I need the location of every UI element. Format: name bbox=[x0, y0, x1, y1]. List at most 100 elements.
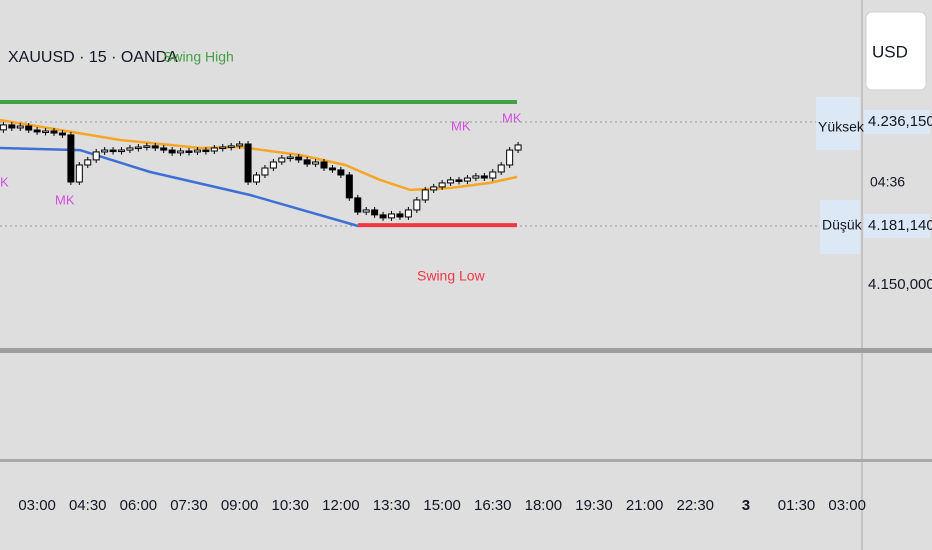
currency: USD bbox=[872, 42, 908, 61]
candle bbox=[345, 174, 353, 199]
marker-box bbox=[864, 213, 930, 238]
x-tick-label: 01:30 bbox=[778, 497, 816, 514]
candle bbox=[463, 177, 471, 182]
x-tick-label: 16:30 bbox=[474, 497, 512, 514]
candle bbox=[269, 161, 277, 169]
candle bbox=[447, 179, 455, 184]
moving-average bbox=[0, 118, 518, 192]
candle bbox=[185, 150, 193, 153]
candle bbox=[193, 149, 201, 153]
candle bbox=[278, 157, 286, 163]
candle bbox=[168, 149, 176, 154]
candle bbox=[480, 175, 488, 179]
candle bbox=[8, 124, 16, 129]
candle bbox=[421, 189, 429, 201]
candle bbox=[362, 209, 370, 213]
candle bbox=[92, 151, 100, 161]
countdown: 04:36 bbox=[870, 174, 905, 190]
candle bbox=[84, 159, 92, 166]
annotation: MK bbox=[451, 118, 471, 133]
y-tick-label: 4.150,000 bbox=[868, 276, 932, 293]
candle bbox=[320, 161, 328, 169]
candle bbox=[33, 129, 41, 133]
candle bbox=[489, 171, 497, 179]
swing-low-label: Swing Low bbox=[417, 268, 486, 284]
candle bbox=[16, 125, 24, 129]
candle bbox=[25, 125, 33, 131]
marker-box bbox=[864, 109, 930, 134]
x-tick-label: 04:30 bbox=[69, 497, 107, 514]
x-tick-label: 19:30 bbox=[575, 497, 613, 514]
x-tick-label: 09:00 bbox=[221, 497, 259, 514]
candle bbox=[514, 144, 522, 151]
candle bbox=[118, 149, 126, 153]
candle bbox=[244, 143, 252, 183]
annotation: MK bbox=[55, 192, 75, 207]
marker-label: Yüksek bbox=[818, 119, 865, 135]
x-tick-label: 07:30 bbox=[170, 497, 208, 514]
marker-label: Düşük bbox=[822, 217, 863, 233]
candle bbox=[151, 145, 159, 149]
moving-average bbox=[0, 146, 359, 228]
candle bbox=[413, 199, 421, 211]
candle bbox=[227, 145, 235, 148]
candle bbox=[67, 134, 75, 183]
candle bbox=[497, 164, 505, 173]
candle bbox=[177, 150, 185, 154]
candle bbox=[455, 179, 463, 182]
candle bbox=[303, 159, 311, 165]
x-tick-label: 15:00 bbox=[423, 497, 461, 514]
x-tick-label: 10:30 bbox=[271, 497, 309, 514]
candle bbox=[328, 167, 336, 171]
candle bbox=[253, 174, 261, 183]
candle bbox=[388, 213, 396, 219]
swing-high-label: Swing High bbox=[163, 49, 234, 65]
candle bbox=[312, 161, 320, 165]
x-tick-label: 18:00 bbox=[525, 497, 563, 514]
candle bbox=[396, 213, 404, 218]
candle bbox=[506, 149, 514, 166]
currency-button[interactable] bbox=[865, 11, 927, 91]
x-tick-label: 03:00 bbox=[828, 497, 866, 514]
x-tick-label: 12:00 bbox=[322, 497, 360, 514]
candle bbox=[337, 169, 345, 176]
candle bbox=[438, 182, 446, 188]
candle bbox=[50, 130, 58, 134]
candle bbox=[404, 209, 412, 218]
candle bbox=[371, 209, 379, 216]
candle bbox=[295, 156, 303, 161]
x-tick-label: 06:00 bbox=[120, 497, 158, 514]
x-tick-label: 3 bbox=[742, 497, 750, 514]
candle bbox=[236, 143, 244, 147]
candle bbox=[219, 146, 227, 150]
candle bbox=[0, 124, 7, 131]
candle bbox=[101, 149, 109, 153]
candle bbox=[261, 167, 269, 176]
candle bbox=[472, 175, 480, 179]
candle bbox=[210, 147, 218, 152]
marker-box bbox=[820, 200, 860, 254]
annotation: MK bbox=[502, 110, 522, 125]
candle bbox=[430, 186, 438, 191]
marker-box bbox=[816, 97, 860, 150]
candle bbox=[42, 130, 50, 133]
candle bbox=[379, 214, 387, 219]
marker-value: 4.181,140 bbox=[868, 217, 932, 234]
candle bbox=[134, 146, 142, 150]
x-tick-label: 13:30 bbox=[373, 497, 411, 514]
time-axis-separator bbox=[0, 459, 932, 462]
x-tick-label: 21:00 bbox=[626, 497, 664, 514]
annotation: FK bbox=[0, 174, 9, 189]
chart-title: XAUUSD · 15 · OANDA bbox=[8, 49, 178, 66]
candle bbox=[202, 149, 210, 153]
pane-separator bbox=[862, 348, 932, 353]
pane-separator bbox=[0, 348, 862, 353]
candle bbox=[354, 197, 362, 213]
candle bbox=[143, 145, 151, 148]
candle bbox=[286, 156, 294, 160]
candle bbox=[58, 132, 66, 136]
candle bbox=[160, 147, 168, 151]
x-tick-label: 03:00 bbox=[18, 497, 56, 514]
candle bbox=[126, 147, 134, 151]
